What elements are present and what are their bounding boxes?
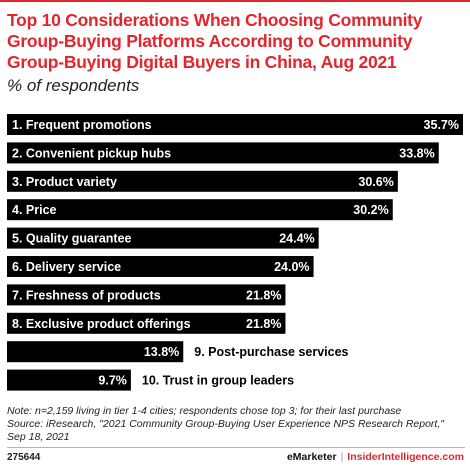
bar-value-label: 21.8% — [246, 317, 281, 331]
bar-value-label: 30.6% — [358, 175, 393, 189]
bar — [7, 284, 286, 306]
bar-category-label: 1. Frequent promotions — [12, 118, 152, 132]
bar-value-label: 9.7% — [98, 374, 127, 388]
bar-chart: 1. Frequent promotions 35.7% 2. Convenient… — [7, 114, 463, 391]
bar — [7, 199, 393, 221]
bar-category-label: 5. Quality guarantee — [12, 232, 132, 246]
bar-category-label: 3. Product variety — [12, 175, 117, 189]
bar-category-label: 6. Delivery service — [12, 260, 121, 274]
bar-value-label: 13.8% — [144, 345, 179, 359]
bar-value-label: 21.8% — [246, 288, 281, 302]
chart-note-block: Note: n=2,159 living in tier 1-4 cities;… — [7, 405, 465, 444]
bar-category-label: 4. Price — [12, 203, 57, 217]
bar — [7, 341, 184, 363]
bar — [7, 312, 286, 334]
bar-category-label: 7. Freshness of products — [12, 288, 161, 302]
bar-value-label: 35.7% — [424, 118, 459, 132]
bar-value-label: 33.8% — [399, 146, 434, 160]
bar-value-label: 24.0% — [274, 260, 309, 274]
chart-subtitle: % of respondents — [7, 76, 140, 95]
bar-category-label: 10. Trust in group leaders — [142, 374, 294, 388]
bar-category-label: 9. Post-purchase services — [194, 345, 348, 359]
chart-title: Top 10 Considerations When Choosing Comm… — [7, 10, 423, 72]
brand-separator: | — [340, 451, 344, 463]
bar — [7, 142, 439, 164]
top-accent-rule — [0, 0, 470, 2]
bar — [7, 170, 398, 192]
bar — [7, 227, 319, 249]
bar — [7, 256, 314, 277]
bar — [7, 369, 131, 391]
brand-insiderintelligence: InsiderIntelligence.com — [347, 451, 464, 463]
bar-category-label: 2. Convenient pickup hubs — [12, 146, 171, 160]
chart-source: Source: iResearch, "2021 Community Group… — [7, 418, 444, 443]
brand-footer: eMarketer | InsiderIntelligence.com — [287, 451, 464, 463]
bar-value-label: 24.4% — [279, 232, 314, 246]
bar-value-label: 30.2% — [353, 203, 388, 217]
chart-note: Note: n=2,159 living in tier 1-4 cities;… — [7, 405, 402, 417]
bar-category-label: 8. Exclusive product offerings — [12, 317, 191, 331]
brand-emarketer: eMarketer — [286, 451, 337, 463]
chart-id: 275644 — [7, 452, 41, 463]
bar — [7, 114, 463, 135]
footer-rule — [7, 447, 465, 448]
